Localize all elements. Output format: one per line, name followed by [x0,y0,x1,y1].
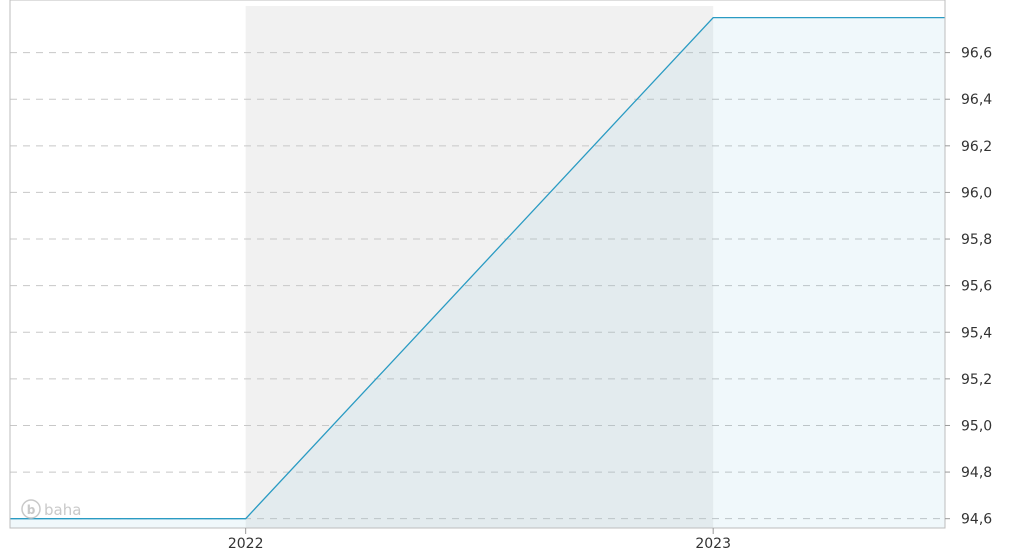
x-tick-label: 2023 [695,536,731,552]
y-tick-label: 95,4 [961,325,992,341]
series-area [10,17,945,528]
watermark-logo-icon [21,499,41,519]
y-tick-label: 94,8 [961,465,992,481]
y-tick-label: 96,2 [961,139,992,155]
series-line [10,17,945,520]
y-tick-label: 95,8 [961,232,992,248]
watermark-logo-letter: b [27,503,36,517]
y-tick-label: 96,6 [961,46,992,62]
y-tick-label: 95,6 [961,279,992,295]
y-tick-label: 95,0 [961,418,992,434]
y-tick-label: 94,6 [961,512,992,528]
y-tick-label: 95,2 [961,372,992,388]
y-tick-label: 96,0 [961,185,992,201]
watermark-text: baha [44,501,81,519]
year-band [245,6,714,528]
y-tick-label: 96,4 [961,92,992,108]
plot-frame [9,0,946,529]
x-tick-label: 2022 [228,536,264,552]
